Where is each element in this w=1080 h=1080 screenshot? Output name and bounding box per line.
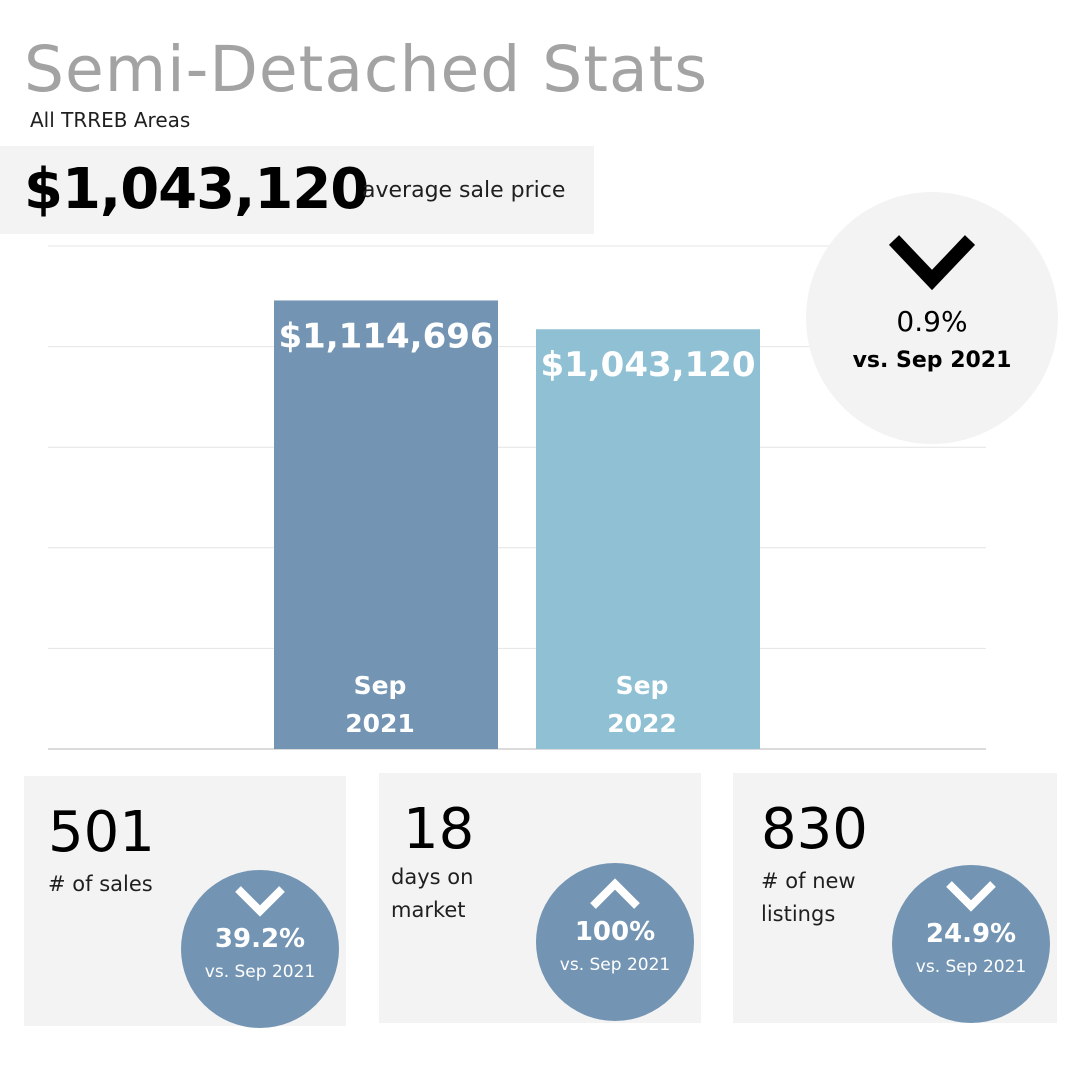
chevron-down-icon (888, 235, 976, 290)
bar-1 (274, 300, 498, 749)
sales-value: 501 (48, 800, 155, 865)
new-listings-value: 830 (761, 797, 868, 862)
average-price-panel: $1,043,120 average sale price (0, 146, 594, 234)
bar-value-label: $1,043,120 (540, 345, 755, 385)
price-change-value: 0.9% (896, 305, 968, 338)
category-label: 2021 (345, 709, 415, 738)
chevron-down-icon (235, 886, 285, 917)
sales-change-percent: 39.2% (214, 924, 306, 954)
days-on-market-label: days on market (391, 865, 474, 922)
category-label: 2022 (607, 709, 677, 738)
sales-change-comparison: vs. Sep 2021 (204, 962, 316, 982)
days-on-market-value: 18 (403, 797, 475, 862)
days-on-market-card: 18 days on market 100% vs. Sep 2021 (379, 773, 701, 1023)
chevron-down-icon (946, 881, 996, 912)
new-listings-label: # of new listings (761, 869, 856, 926)
price-change-comparison: vs. Sep 2021 (852, 348, 1012, 373)
new-listings-change-badge: 24.9% vs. Sep 2021 (892, 865, 1050, 1023)
page-subtitle: All TRREB Areas (30, 108, 191, 132)
category-label: Sep (616, 671, 669, 700)
new-listings-change-comparison: vs. Sep 2021 (915, 957, 1027, 977)
sales-change-badge: 39.2% vs. Sep 2021 (181, 870, 339, 1028)
days-on-market-change-badge: 100% vs. Sep 2021 (536, 863, 694, 1021)
average-price-label: average sale price (362, 178, 566, 203)
days-on-market-change-percent: 100% (574, 917, 656, 947)
bar-2 (536, 329, 760, 749)
sales-label: # of sales (48, 872, 153, 896)
chevron-up-icon (590, 878, 640, 909)
price-change-badge: 0.9% vs. Sep 2021 (806, 192, 1058, 444)
average-price-value: $1,043,120 (24, 157, 369, 222)
new-listings-change-percent: 24.9% (925, 919, 1017, 949)
category-label: Sep (354, 671, 407, 700)
page-title: Semi-Detached Stats (24, 33, 709, 106)
new-listings-card: 830 # of new listings 24.9% vs. Sep 2021 (733, 773, 1057, 1023)
sales-card: 501 # of sales 39.2% vs. Sep 2021 (24, 776, 346, 1028)
bar-value-label: $1,114,696 (278, 316, 493, 356)
days-on-market-change-comparison: vs. Sep 2021 (559, 955, 671, 975)
